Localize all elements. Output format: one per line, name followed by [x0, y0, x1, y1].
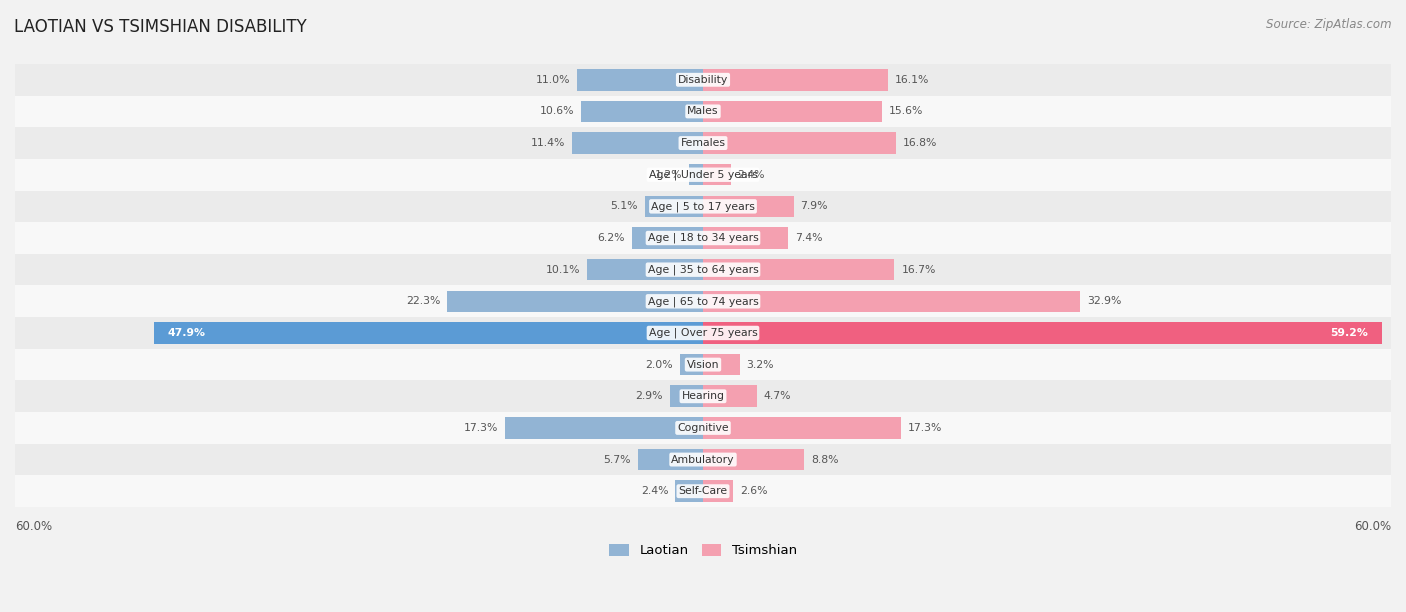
- Bar: [447, 291, 703, 312]
- Bar: [681, 354, 703, 375]
- Bar: [703, 386, 756, 407]
- Bar: [505, 417, 703, 439]
- Text: 11.0%: 11.0%: [536, 75, 569, 85]
- Text: Source: ZipAtlas.com: Source: ZipAtlas.com: [1267, 18, 1392, 31]
- Text: Age | 18 to 34 years: Age | 18 to 34 years: [648, 233, 758, 244]
- Text: 2.6%: 2.6%: [740, 486, 768, 496]
- Bar: [669, 386, 703, 407]
- Bar: [689, 164, 703, 185]
- Bar: [15, 476, 1391, 507]
- Text: 4.7%: 4.7%: [763, 391, 792, 401]
- Bar: [15, 444, 1391, 476]
- Bar: [15, 64, 1391, 95]
- Legend: Laotian, Tsimshian: Laotian, Tsimshian: [603, 539, 803, 562]
- Text: 7.9%: 7.9%: [800, 201, 828, 211]
- Text: 17.3%: 17.3%: [464, 423, 498, 433]
- Text: Ambulatory: Ambulatory: [671, 455, 735, 465]
- Text: Cognitive: Cognitive: [678, 423, 728, 433]
- Bar: [703, 417, 901, 439]
- Bar: [153, 322, 703, 344]
- Text: Age | Under 5 years: Age | Under 5 years: [648, 170, 758, 180]
- Bar: [576, 69, 703, 91]
- Bar: [15, 159, 1391, 190]
- Text: Hearing: Hearing: [682, 391, 724, 401]
- Bar: [703, 480, 733, 502]
- Text: 6.2%: 6.2%: [598, 233, 626, 243]
- Bar: [15, 254, 1391, 285]
- Bar: [703, 322, 1382, 344]
- Text: 22.3%: 22.3%: [406, 296, 440, 307]
- Bar: [703, 354, 740, 375]
- Bar: [703, 291, 1080, 312]
- Text: LAOTIAN VS TSIMSHIAN DISABILITY: LAOTIAN VS TSIMSHIAN DISABILITY: [14, 18, 307, 36]
- Bar: [703, 449, 804, 470]
- Bar: [15, 412, 1391, 444]
- Bar: [15, 349, 1391, 381]
- Text: Disability: Disability: [678, 75, 728, 85]
- Bar: [572, 132, 703, 154]
- Text: 11.4%: 11.4%: [531, 138, 565, 148]
- Text: 47.9%: 47.9%: [167, 328, 205, 338]
- Text: 1.2%: 1.2%: [655, 170, 682, 180]
- Text: Age | Over 75 years: Age | Over 75 years: [648, 327, 758, 338]
- Text: 2.0%: 2.0%: [645, 360, 673, 370]
- Text: Self-Care: Self-Care: [679, 486, 727, 496]
- Bar: [703, 100, 882, 122]
- Text: 59.2%: 59.2%: [1330, 328, 1368, 338]
- Text: 32.9%: 32.9%: [1087, 296, 1122, 307]
- Bar: [703, 132, 896, 154]
- Text: 7.4%: 7.4%: [794, 233, 823, 243]
- Bar: [703, 69, 887, 91]
- Text: 60.0%: 60.0%: [1354, 520, 1391, 532]
- Bar: [588, 259, 703, 280]
- Bar: [582, 100, 703, 122]
- Bar: [15, 127, 1391, 159]
- Text: 16.1%: 16.1%: [894, 75, 929, 85]
- Text: 10.1%: 10.1%: [546, 264, 581, 275]
- Text: 2.9%: 2.9%: [636, 391, 662, 401]
- Bar: [703, 259, 894, 280]
- Bar: [15, 95, 1391, 127]
- Text: 17.3%: 17.3%: [908, 423, 942, 433]
- Text: Vision: Vision: [686, 360, 720, 370]
- Text: 16.8%: 16.8%: [903, 138, 936, 148]
- Text: 8.8%: 8.8%: [811, 455, 838, 465]
- Text: Males: Males: [688, 106, 718, 116]
- Bar: [631, 227, 703, 249]
- Bar: [15, 285, 1391, 317]
- Text: Age | 65 to 74 years: Age | 65 to 74 years: [648, 296, 758, 307]
- Text: 2.4%: 2.4%: [641, 486, 669, 496]
- Text: 5.1%: 5.1%: [610, 201, 638, 211]
- Bar: [703, 196, 793, 217]
- Text: 2.4%: 2.4%: [737, 170, 765, 180]
- Bar: [703, 164, 731, 185]
- Text: Age | 35 to 64 years: Age | 35 to 64 years: [648, 264, 758, 275]
- Bar: [15, 381, 1391, 412]
- Text: 5.7%: 5.7%: [603, 455, 631, 465]
- Bar: [15, 222, 1391, 254]
- Bar: [15, 190, 1391, 222]
- Text: Females: Females: [681, 138, 725, 148]
- Text: 60.0%: 60.0%: [15, 520, 52, 532]
- Text: 15.6%: 15.6%: [889, 106, 924, 116]
- Bar: [15, 317, 1391, 349]
- Text: Age | 5 to 17 years: Age | 5 to 17 years: [651, 201, 755, 212]
- Text: 16.7%: 16.7%: [901, 264, 936, 275]
- Text: 10.6%: 10.6%: [540, 106, 575, 116]
- Bar: [644, 196, 703, 217]
- Text: 3.2%: 3.2%: [747, 360, 775, 370]
- Bar: [675, 480, 703, 502]
- Bar: [703, 227, 787, 249]
- Bar: [638, 449, 703, 470]
